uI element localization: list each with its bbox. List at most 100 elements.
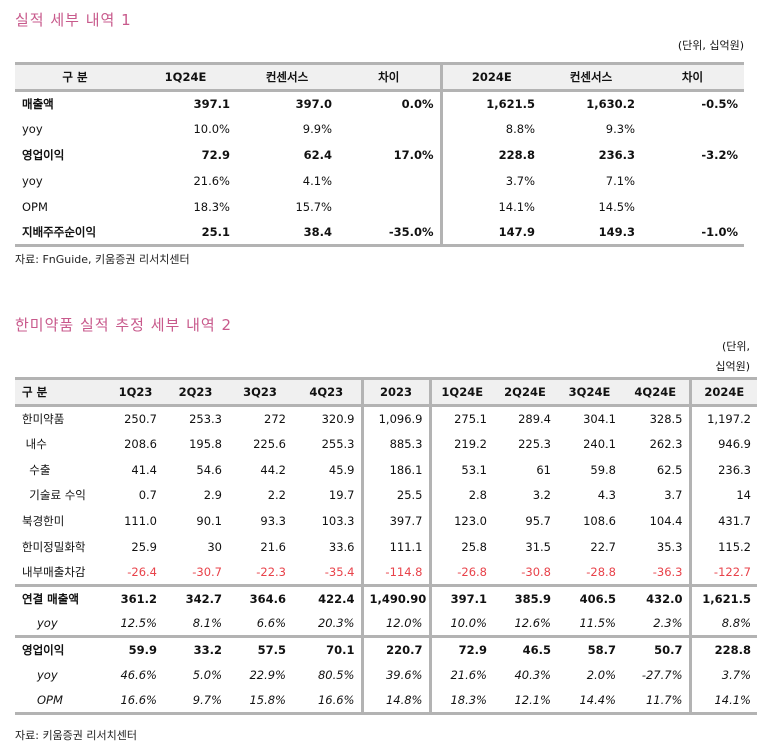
cell-value: -36.3: [622, 559, 692, 586]
row-label: 지배주주순이익: [22, 224, 97, 239]
cell-value: 1,096.9: [362, 405, 432, 432]
cell-value: 250.7: [124, 412, 157, 427]
cell-value: 8.8%: [721, 616, 751, 631]
table-row: 수출 41.4 54.6 44.2 45.9 186.1 53.1 61 59.8 62.5 236…: [15, 456, 757, 483]
section2-unit: (단위, 십억원): [715, 337, 750, 377]
cell-value: -26.8: [457, 564, 487, 579]
cell-value: 15.7%: [295, 199, 332, 214]
column-header: 차이: [338, 63, 443, 91]
row-label: 기술료 수익: [22, 488, 86, 503]
cell-value: 41.4: [131, 462, 157, 477]
cell-value: -26.4: [127, 564, 157, 579]
cell-value: 50.7: [622, 636, 692, 663]
cell-value: 6.6%: [256, 616, 286, 631]
table-row: OPM 18.3% 15.7% 14.1% 14.5%: [15, 193, 744, 220]
cell-value: 19.7: [292, 482, 364, 509]
cell-value: [641, 194, 744, 220]
section1-title: 실적 세부 내역 1: [15, 11, 132, 29]
cell-value: 22.7: [590, 539, 616, 554]
row-label: yoy: [22, 173, 43, 188]
cell-value: 2.3%: [622, 611, 692, 637]
cell-value: 219.2: [454, 437, 487, 452]
cell-value: -30.8: [521, 564, 551, 579]
cell-value: 236.3: [718, 462, 751, 477]
cell-value: 22.9%: [249, 668, 286, 683]
cell-value: 25.9: [131, 539, 157, 554]
column-header: 구 분: [15, 378, 108, 406]
cell-value: 12.5%: [120, 616, 157, 631]
cell-value: -22.3: [256, 564, 286, 579]
table-row: 기술료 수익 0.7 2.9 2.2 19.7 25.5 2.8 3.2 4.3 3.7 14: [15, 482, 757, 509]
cell-value: 208.6: [124, 437, 157, 452]
column-header: 4Q23: [292, 378, 364, 406]
row-label: yoy: [37, 668, 58, 683]
cell-value: 46.5: [522, 643, 551, 658]
table-header-row: 구 분 1Q23 2Q23 3Q23 4Q23 2023 1Q24E 2Q24E 3Q24E 4Q…: [15, 378, 757, 406]
unit-line-2: 십억원): [715, 360, 750, 373]
cell-value: -114.8: [362, 559, 432, 586]
cell-value: 14.8%: [362, 688, 432, 714]
row-label: 한미약품: [22, 412, 65, 427]
cell-value: 225.6: [253, 437, 286, 452]
cell-value: 46.6%: [120, 668, 157, 683]
table-row: yoy 12.5% 8.1% 6.6% 20.3% 12.0% 10.0% 12.6% 11.5…: [15, 611, 757, 637]
cell-value: 3.7: [622, 482, 692, 509]
cell-value: 72.9: [458, 643, 487, 658]
cell-value: 253.3: [189, 412, 222, 427]
cell-value: 53.1: [461, 462, 487, 477]
cell-value: 12.0%: [362, 611, 432, 637]
column-header: 1Q24E: [430, 378, 493, 406]
table-row: 한미정밀화학 25.9 30 21.6 33.6 111.1 25.8 31.5 22.7 35.…: [15, 533, 757, 560]
table-row: yoy 10.0% 9.9% 8.8% 9.3%: [15, 116, 744, 143]
cell-value: 3.7%: [505, 173, 535, 188]
table-row: 내수 208.6 195.8 225.6 255.3 885.3 219.2 225.3 240…: [15, 431, 757, 457]
cell-value: 1,490.90: [362, 585, 432, 611]
cell-value: 25.8: [461, 539, 487, 554]
cell-value: 422.4: [292, 585, 364, 611]
cell-value: 397.1: [450, 591, 487, 606]
cell-value: 149.3: [598, 224, 635, 239]
cell-value: 18.3%: [450, 693, 487, 708]
column-header: 컨센서스: [541, 63, 641, 91]
cell-value: 58.7: [587, 643, 616, 658]
cell-value: 1,621.5: [486, 97, 535, 112]
table-row: 내부매출차감 -26.4 -30.7 -22.3 -35.4 -114.8 -26.8 -30…: [15, 559, 757, 586]
column-header: 2024E: [441, 63, 541, 91]
cell-value: 103.3: [292, 508, 364, 534]
section1-unit: (단위, 십억원): [677, 39, 744, 52]
row-label: 수출: [22, 462, 51, 477]
cell-value: 11.5%: [579, 616, 616, 631]
cell-value: 9.3%: [605, 122, 635, 137]
row-label: 내수: [22, 437, 47, 452]
cell-value: 14.1%: [498, 199, 535, 214]
cell-value: 72.9: [201, 147, 230, 162]
cell-value: 123.0: [454, 514, 487, 529]
cell-value: 93.3: [260, 514, 286, 529]
cell-value: 59.9: [128, 643, 157, 658]
cell-value: 4.3: [597, 488, 616, 503]
cell-value: 70.1: [292, 636, 364, 663]
cell-value: 45.9: [292, 456, 364, 483]
cell-value: [338, 167, 443, 194]
cell-value: 115.2: [718, 539, 751, 554]
earnings-detail-table-2: 구 분 1Q23 2Q23 3Q23 4Q23 2023 1Q24E 2Q24E 3Q24E 4Q…: [15, 377, 757, 716]
cell-value: 16.6%: [292, 688, 364, 714]
row-label: 매출액: [22, 97, 54, 112]
cell-value: 2.0%: [586, 668, 616, 683]
table-row: yoy 46.6% 5.0% 22.9% 80.5% 39.6% 21.6% 40.3% 2.0…: [15, 662, 757, 689]
cell-value: 20.3%: [292, 611, 364, 637]
cell-value: 0.0%: [338, 90, 443, 117]
table-row: 북경한미 111.0 90.1 93.3 103.3 397.7 123.0 95.7 108.…: [15, 508, 757, 534]
cell-value: 5.0%: [192, 668, 222, 683]
row-label: 북경한미: [22, 514, 65, 529]
cell-value: 342.7: [185, 591, 222, 606]
column-header: 2Q24E: [493, 378, 557, 406]
cell-value: 39.6%: [362, 662, 432, 689]
column-header: 차이: [641, 63, 744, 91]
cell-value: 21.6%: [193, 173, 230, 188]
column-header: 2024E: [690, 378, 757, 406]
cell-value: 21.6%: [450, 668, 487, 683]
table-row: 연결 매출액 361.2 342.7 364.6 422.4 1,490.90 397.1 3…: [15, 585, 757, 611]
cell-value: 25.5: [362, 482, 432, 509]
column-header: 3Q23: [228, 378, 292, 406]
